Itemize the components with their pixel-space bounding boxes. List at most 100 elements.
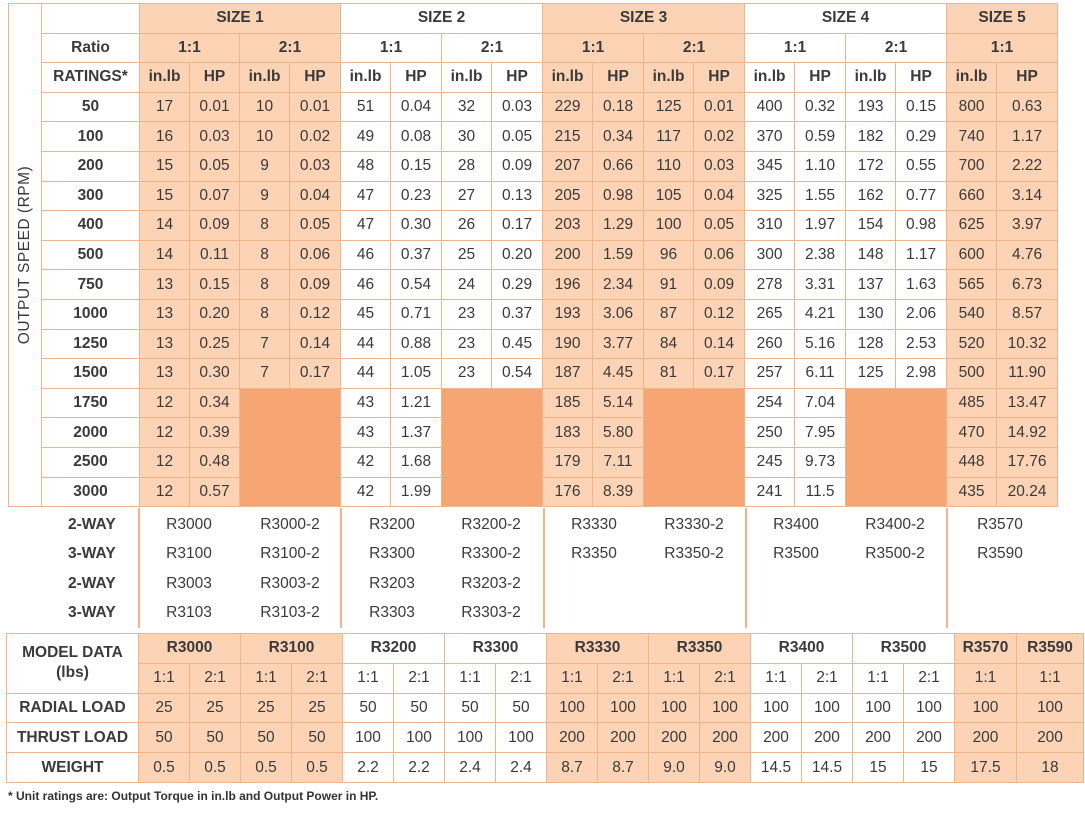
torque-value: 800 [946, 91, 998, 123]
hp-value: 5.16 [794, 328, 847, 360]
torque-value: 23 [441, 358, 493, 389]
hp-value: 0.11 [189, 239, 240, 271]
torque-value: 51 [340, 91, 392, 123]
output-speed-label: OUTPUT SPEED (RPM) [16, 165, 33, 345]
torque-value: 24 [441, 269, 493, 300]
speed-value: 400 [41, 210, 140, 241]
hp-value: 0.04 [693, 180, 746, 212]
hp-value: 0.14 [693, 328, 746, 360]
torque-value: 23 [441, 298, 493, 330]
hp-value: 0.04 [288, 180, 342, 212]
model-data-value: 100 [342, 722, 394, 754]
hp-value: 10.32 [996, 328, 1059, 360]
model-number: R3303-2 [461, 604, 521, 621]
ratio-cell: 2:1 [903, 662, 955, 694]
hp-value: 0.20 [189, 298, 240, 330]
ratio-cell: 2:1 [597, 662, 649, 694]
torque-value: 15 [139, 150, 190, 182]
hp-value: 0.37 [491, 298, 544, 330]
torque-value: 185 [542, 387, 594, 419]
hp-value: 0.34 [189, 387, 240, 419]
torque-value: 28 [441, 150, 493, 182]
model-data-value: 100 [393, 722, 445, 754]
hp-value: 1.17 [996, 121, 1059, 152]
hp-value: 3.77 [592, 328, 645, 360]
speed-value: 2000 [41, 417, 140, 448]
hp-value: 0.98 [895, 210, 948, 241]
ratio-header: 1:1 [744, 32, 847, 64]
hp-value: 0.05 [189, 150, 240, 182]
size-2-header: SIZE 2 [340, 3, 544, 34]
ratio-header: 2:1 [845, 32, 948, 64]
speed-value: 3000 [41, 476, 140, 508]
model-data-value: 25 [240, 692, 292, 724]
torque-value: 23 [441, 328, 493, 360]
model-data-value: 8.7 [597, 752, 649, 783]
torque-value: 448 [946, 446, 998, 478]
hp-value: 4.21 [794, 298, 847, 330]
torque-value: 13 [139, 358, 190, 389]
model-data-value: 25 [189, 692, 241, 724]
unit-torque-header: in.lb [441, 62, 493, 93]
unit-hp-header: HP [794, 62, 847, 93]
model-data-value: 25 [291, 692, 343, 724]
torque-value: 520 [946, 328, 998, 360]
torque-value: 176 [542, 476, 594, 508]
torque-value: 48 [340, 150, 392, 182]
hp-value: 2.22 [996, 150, 1059, 182]
torque-value: 278 [744, 269, 796, 300]
hp-value: 0.59 [794, 121, 847, 152]
torque-value: 540 [946, 298, 998, 330]
torque-value: 110 [643, 150, 695, 182]
hp-value: 0.14 [288, 328, 342, 360]
torque-value: 190 [542, 328, 594, 360]
model-data-value: 50 [291, 722, 343, 754]
torque-value: 13 [139, 269, 190, 300]
unit-torque-header: in.lb [139, 62, 190, 93]
model-data-title: MODEL DATA (lbs) [6, 633, 139, 694]
unit-torque-header: in.lb [239, 62, 290, 93]
model-data-value: 100 [852, 692, 904, 724]
model-data-value: 100 [1016, 692, 1084, 724]
torque-value: 600 [946, 239, 998, 271]
unit-hp-header: HP [390, 62, 443, 93]
ratings-label: RATINGS* [41, 62, 140, 93]
torque-value: 17 [139, 91, 190, 123]
torque-value: 207 [542, 150, 594, 182]
ratio-header: 1:1 [946, 32, 1059, 64]
torque-value: 8 [239, 298, 290, 330]
hp-value: 1.37 [390, 417, 443, 448]
hp-value: 0.88 [390, 328, 443, 360]
speed-row: 1750 12 0.34 43 1.21 185 5.14 254 7.04 485 13.47 [9, 387, 1059, 508]
hp-value: 2.98 [895, 358, 948, 389]
torque-value: 154 [845, 210, 897, 241]
model-header: R3500 [852, 633, 955, 664]
model-data-value: 2.2 [393, 752, 445, 783]
hp-value: 11.5 [794, 476, 847, 508]
model-header: R3330 [546, 633, 649, 664]
hp-value: 0.06 [288, 239, 342, 271]
model-number: R3203-2 [461, 575, 521, 592]
hp-value: 7.95 [794, 417, 847, 448]
speed-value: 1250 [41, 328, 140, 360]
torque-value: 125 [643, 91, 695, 123]
model-data-row: RADIAL LOAD 25 25 25 25 50 50 50 50 100 100 100 100 1… [6, 692, 1084, 724]
ratio-cell: 1:1 [444, 662, 496, 694]
ratio-header: 2:1 [238, 32, 342, 64]
model-data-value: 14.5 [750, 752, 802, 783]
torque-value: 485 [946, 387, 998, 419]
ratio-header: 2:1 [643, 32, 746, 64]
column-divider [340, 508, 342, 628]
hp-value: 1.05 [390, 358, 443, 389]
way-label: 2-WAY [68, 516, 116, 533]
ratio-cell: 1:1 [750, 662, 802, 694]
column-divider [138, 508, 140, 628]
hp-value: 0.48 [189, 446, 240, 478]
unavailable-block [643, 387, 746, 508]
unavailable-block [238, 387, 342, 508]
hp-value: 1.17 [895, 239, 948, 271]
hp-value: 0.04 [390, 91, 443, 123]
hp-value: 7.11 [592, 446, 645, 478]
unit-torque-header: in.lb [643, 62, 695, 93]
model-data-value: 100 [750, 692, 802, 724]
